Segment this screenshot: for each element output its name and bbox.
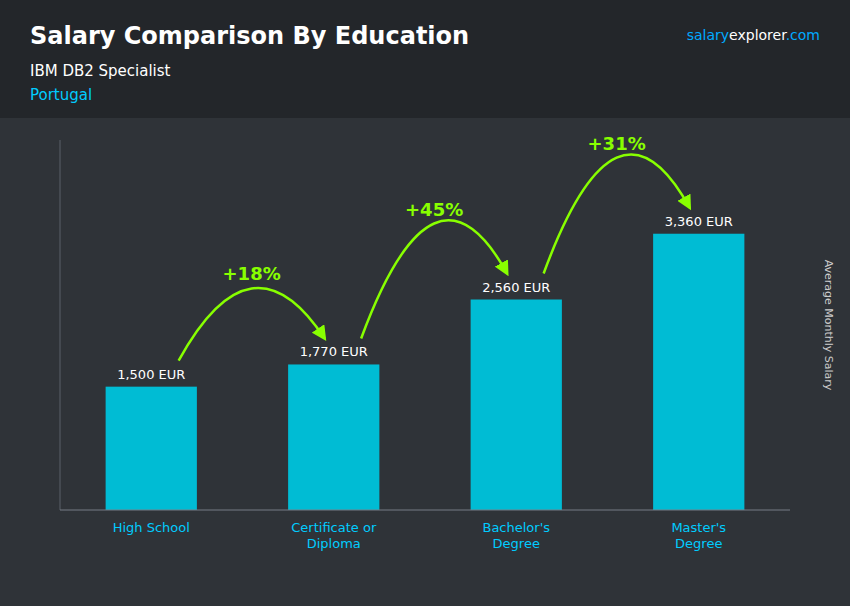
x-tick-label-line: Diploma	[307, 536, 361, 551]
website-part: salary	[687, 27, 729, 43]
subtitle: IBM DB2 Specialist	[30, 62, 171, 80]
x-tick-label-line: High School	[113, 520, 190, 535]
website-part: .com	[786, 27, 820, 43]
chart: Salary Comparison By Education IBM DB2 Sp…	[0, 0, 850, 606]
bars	[106, 234, 745, 510]
bar	[653, 234, 744, 510]
x-tick-label-line: Master's	[671, 520, 726, 535]
y-axis-line	[60, 140, 61, 510]
bar	[288, 364, 379, 510]
website: salaryexplorer.com	[687, 27, 820, 43]
x-tick-label-line: Degree	[675, 536, 722, 551]
data-label: 1,500 EUR	[117, 367, 185, 382]
website-part: explorer	[729, 27, 787, 43]
growth-arrow	[544, 154, 690, 273]
header-band	[0, 0, 850, 118]
annotation: +18%	[223, 263, 281, 284]
subtitle: Portugal	[30, 86, 92, 104]
x-tick-label: Master'sDegree	[671, 520, 726, 551]
x-tick-label-line: Certificate or	[291, 520, 377, 535]
x-tick-label: Bachelor'sDegree	[482, 520, 550, 551]
bar	[106, 387, 197, 510]
growth-arrow	[361, 220, 507, 338]
data-label: 3,360 EUR	[665, 214, 733, 229]
x-tick-label: Certificate orDiploma	[291, 520, 377, 551]
bar	[471, 300, 562, 510]
data-label: 1,770 EUR	[300, 344, 368, 359]
x-axis-line	[60, 510, 790, 511]
annotation: +45%	[405, 199, 463, 220]
title: Salary Comparison By Education	[30, 22, 469, 50]
x-tick-label-line: Degree	[493, 536, 540, 551]
y-axis-label: Average Monthly Salary	[822, 260, 835, 391]
x-tick-label: High School	[113, 520, 190, 535]
growth-arrow	[179, 288, 325, 361]
annotation: +31%	[588, 133, 646, 154]
data-label: 2,560 EUR	[482, 280, 550, 295]
background	[0, 0, 850, 606]
x-tick-label-line: Bachelor's	[482, 520, 550, 535]
